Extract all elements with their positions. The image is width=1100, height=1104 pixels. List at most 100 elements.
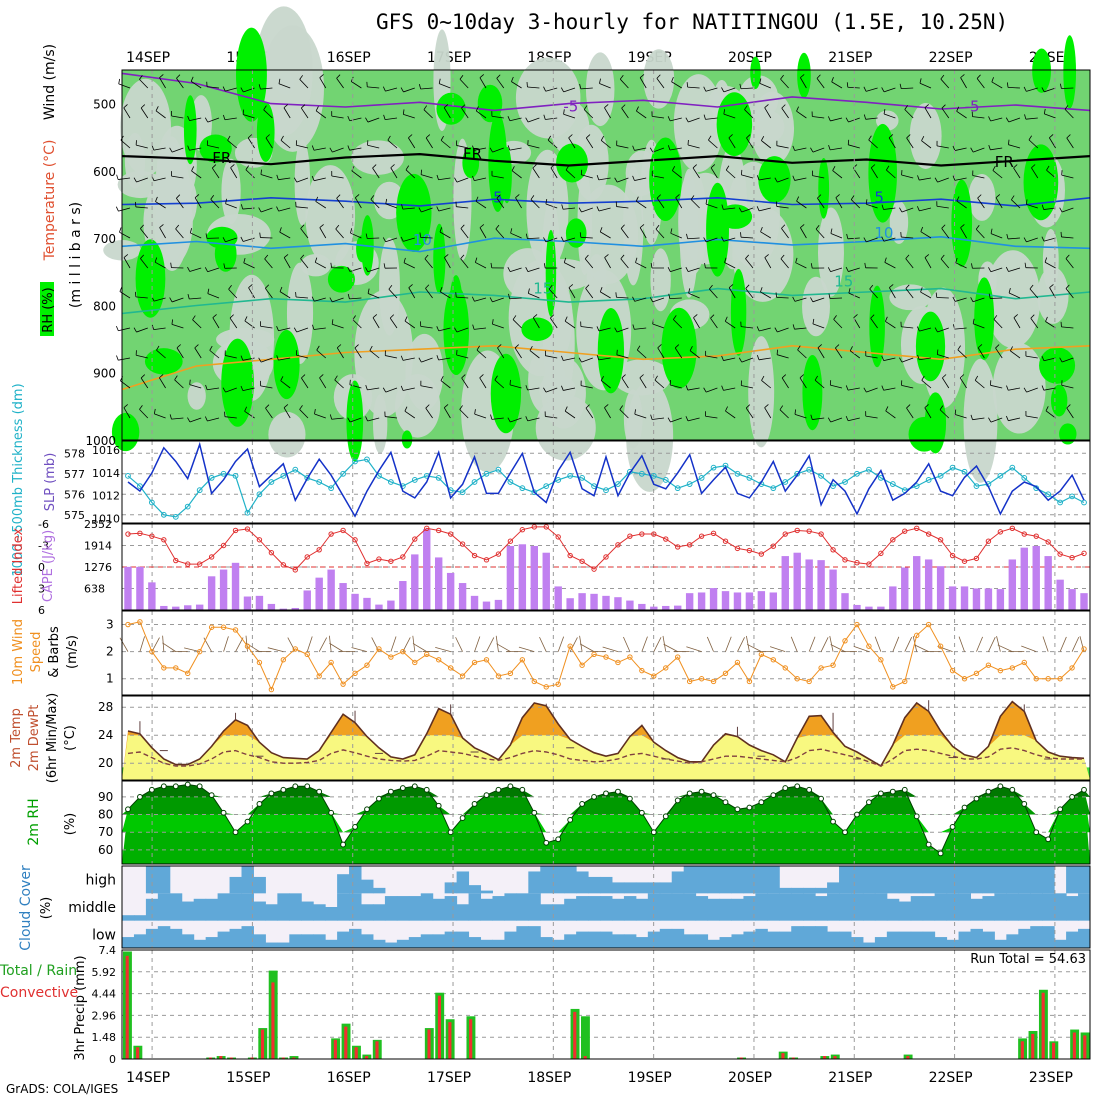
rh2m-point: [161, 784, 166, 789]
cloud-high-cell: [767, 866, 779, 893]
day-label-top: 21SEP: [828, 50, 872, 66]
precip-convective-bar: [448, 1022, 451, 1059]
cloud-low-cell: [1078, 929, 1090, 948]
cloud-low-cell: [409, 937, 421, 948]
rh2m-point: [675, 798, 680, 803]
cloud-high-cell: [146, 866, 158, 893]
rh-saturated-region: [750, 57, 761, 89]
cloud-high-cell: [899, 866, 911, 893]
rh2m-point: [305, 784, 310, 789]
cloud-high-cell: [1078, 866, 1090, 893]
cloud-high-cell: [863, 866, 875, 893]
wind10m-barb: [319, 638, 326, 652]
cloud-low-cell: [122, 937, 134, 948]
rh2m-point: [1034, 830, 1039, 835]
cloud-middle-cell: [385, 896, 397, 921]
cape-bar: [638, 604, 645, 610]
rh-dry-region: [910, 103, 942, 169]
wind-barb-flag: [616, 292, 617, 297]
cloud-high-cell: [947, 866, 959, 893]
cape-bar: [782, 556, 789, 610]
cape-bar: [1068, 589, 1075, 610]
cloud-low-cell: [1030, 926, 1042, 948]
precip-convective-bar: [136, 1047, 139, 1059]
cloud-low-cell: [672, 929, 684, 948]
temp2m-ylabel: 2m DewPt: [27, 705, 42, 772]
rh-dry-region: [268, 412, 305, 458]
cloud-low-cell: [433, 934, 445, 948]
precip-convective-bar: [1083, 1035, 1086, 1059]
cloud-low-cell: [445, 932, 457, 948]
day-label-bottom: 15SEP: [226, 1070, 270, 1086]
cloud-low-cell: [624, 934, 636, 948]
cloud-middle-cell: [947, 893, 959, 920]
cloud-low-cell: [457, 932, 469, 948]
wind10m-ylabel: & Barbs: [47, 626, 62, 678]
wind10m-barb: [770, 647, 785, 652]
cloud-middle-cell: [492, 896, 504, 921]
rh-saturated-region: [491, 354, 521, 434]
rh-saturated-region: [521, 318, 552, 342]
wind10m-barb: [746, 636, 749, 652]
cape-bar: [913, 556, 920, 610]
cloud-middle-cell: [994, 893, 1006, 920]
cloud-middle-cell: [1006, 893, 1018, 920]
rh2m-point: [687, 791, 692, 796]
cloud-high-cell: [1018, 866, 1030, 893]
rh2m-point: [400, 786, 405, 791]
wind-barb: [421, 237, 433, 238]
rh-dry-region: [748, 336, 774, 447]
cloud-low-cell: [827, 932, 839, 948]
cape-bar: [662, 606, 669, 610]
cape-bar: [447, 573, 454, 610]
rh2m-point: [448, 830, 453, 835]
cloud-low-cell: [696, 934, 708, 948]
cloud-low-cell: [361, 934, 373, 948]
rh2m-point: [532, 810, 537, 815]
run-total-label: Run Total = 54.63: [970, 952, 1086, 967]
cape-bar: [865, 607, 872, 610]
cape-bar: [136, 567, 143, 610]
cloud-middle-cell: [779, 893, 791, 920]
cape-bar: [208, 576, 215, 610]
cape-bar: [949, 586, 956, 610]
wind-barb-flag: [1008, 140, 1009, 145]
cloud-low-cell: [540, 937, 552, 948]
cape-bar: [399, 581, 406, 610]
precip-total-bar: [581, 1016, 590, 1059]
rh2m-point: [950, 825, 955, 830]
cape-bar: [734, 592, 741, 610]
cloud-low-cell: [636, 937, 648, 948]
cape-bar: [507, 546, 514, 610]
cloud-high-cell: [337, 874, 349, 893]
cape-bar: [841, 593, 848, 610]
cloud-middle-cell: [516, 893, 528, 920]
cloud-high-cell: [457, 871, 469, 893]
wind10m-barb: [737, 637, 744, 651]
day-label-bottom: 19SEP: [628, 1070, 672, 1086]
cloud-middle-cell: [576, 896, 588, 921]
cloud-middle-cell: [875, 893, 887, 920]
rh2m-unit: (%): [63, 813, 78, 836]
rh-saturated-region: [257, 102, 275, 162]
rh-saturated-region: [436, 93, 465, 125]
cloud-middle-cell: [588, 896, 600, 921]
cape-bar: [363, 598, 370, 610]
wind-barb-flag: [116, 355, 118, 360]
rh-saturated-region: [1063, 35, 1076, 108]
wind10m-barb: [791, 637, 797, 652]
wind10m-barb: [893, 637, 899, 652]
precip-convective-legend: Convective: [0, 985, 78, 1001]
grads-credit: GrADS: COLA/IGES: [6, 1082, 118, 1096]
rh-saturated-region: [1032, 49, 1051, 93]
rh2m-point: [974, 796, 979, 801]
cloud-low-cell: [911, 932, 923, 948]
cloud-high-cell: [851, 866, 863, 893]
precip-tick-label: 7.4: [99, 944, 117, 957]
rh2m-point: [735, 807, 740, 812]
rh-saturated-region: [546, 230, 556, 317]
cloud-middle-cell: [803, 893, 815, 920]
precip-convective-bar: [375, 1041, 378, 1059]
rh2m-point: [508, 784, 513, 789]
wind10m-barb: [236, 638, 244, 652]
